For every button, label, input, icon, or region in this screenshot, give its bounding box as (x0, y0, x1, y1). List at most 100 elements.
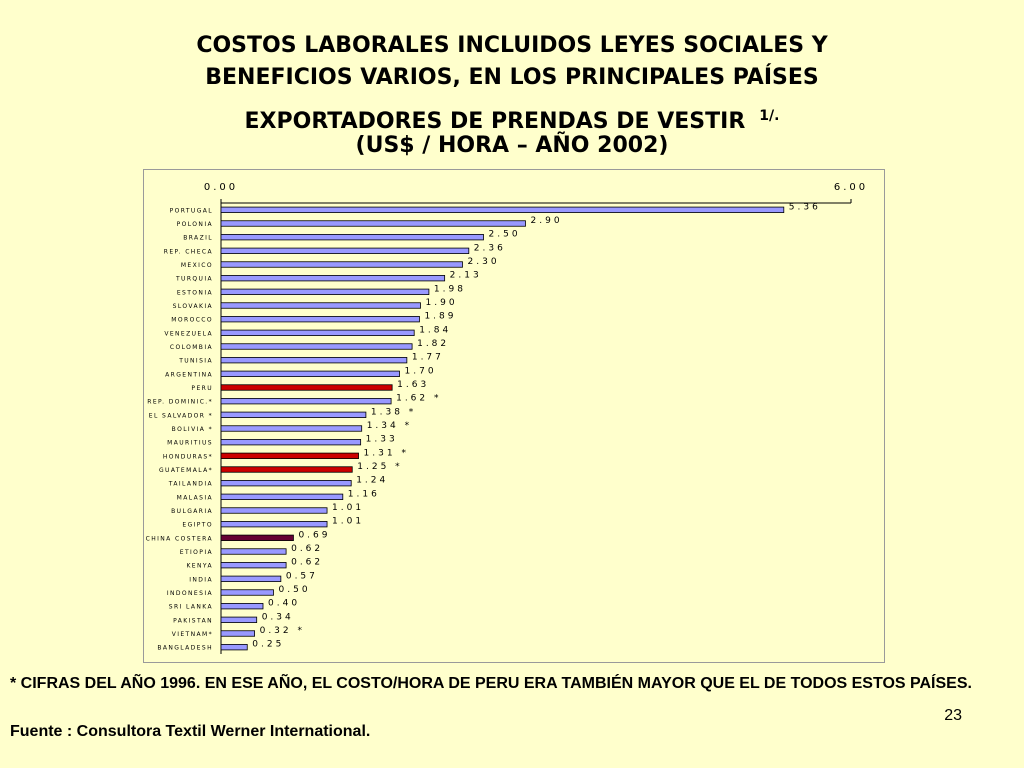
bar-peru (220, 384, 393, 391)
value-label: 0.34 (262, 612, 294, 622)
bar-bolivia (220, 425, 363, 432)
page-number: 23 (944, 707, 962, 724)
value-label: 0.50 (279, 585, 311, 595)
category-label: MALASIA (177, 494, 213, 501)
category-label: GUATEMALA* (159, 467, 213, 474)
bar-slovakia (220, 302, 421, 309)
value-label: 1.16 (348, 489, 380, 499)
category-label: KENYA (186, 563, 213, 570)
category-label: REP. DOMINIC.* (147, 399, 213, 406)
category-label: ESTONIA (177, 289, 213, 296)
bar-el-salvador (220, 411, 367, 418)
value-label: 1.89 (424, 312, 456, 322)
value-label: 5.36 (789, 202, 821, 212)
bar-bulgaria (220, 507, 328, 514)
bar-indonesia (220, 589, 274, 596)
category-label: VENEZUELA (164, 330, 213, 337)
value-label: 1.82 (417, 339, 449, 349)
category-label: CHINA COSTERA (146, 535, 213, 542)
value-label: 0.62 (291, 544, 323, 554)
bar-india (220, 575, 282, 582)
footnote-note: * CIFRAS DEL AÑO 1996. EN ESE AÑO, EL CO… (10, 675, 972, 692)
value-label: 2.13 (450, 271, 482, 281)
bar-vietnam (220, 630, 255, 637)
value-label: 1.63 (397, 380, 429, 390)
value-label: 1.25 * (357, 462, 402, 472)
category-label: PAKISTAN (173, 617, 213, 624)
bar-brazil (220, 234, 484, 241)
category-label: TUNISIA (178, 358, 213, 365)
category-label: INDONESIA (167, 590, 213, 597)
value-label: 2.50 (489, 230, 521, 240)
bar-rep-dominic (220, 398, 392, 405)
bar-china-costera (220, 534, 294, 541)
category-label: BULGARIA (171, 508, 213, 515)
bar-etiopia (220, 548, 287, 555)
value-label: 1.70 (405, 366, 437, 376)
category-label: EGIPTO (182, 522, 213, 529)
bar-polonia (220, 220, 526, 227)
bar-morocco (220, 316, 420, 323)
category-label: SLOVAKIA (173, 303, 213, 310)
category-label: VIETNAM* (172, 631, 213, 638)
title-line-3: EXPORTADORES DE PRENDAS DE VESTIR 1/. (0, 100, 1024, 138)
value-label: 0.57 (286, 571, 318, 581)
bar-guatemala (220, 466, 353, 473)
bar-chart-svg: 0.00 6.00 PORTUGAL 5.36 POLONIA 2.90 BRAZIL 2.5… (146, 182, 868, 654)
value-label: 1.01 (332, 517, 364, 527)
category-label: BANGLADESH (157, 645, 213, 652)
bar-kenya (220, 562, 287, 569)
category-label: BOLIVIA * (172, 426, 213, 433)
bar-tunisia (220, 357, 408, 364)
category-label: PERU (191, 385, 213, 392)
value-label: 1.62 * (396, 394, 441, 404)
value-label: 1.38 * (371, 407, 416, 417)
value-label: 0.62 (291, 558, 323, 568)
category-label: TURQUIA (175, 276, 213, 283)
category-label: INDIA (189, 576, 213, 583)
category-label: ETIOPIA (180, 549, 213, 556)
bar-egipto (220, 521, 328, 528)
x-tick-label: 0.00 (204, 182, 238, 193)
bar-pakistan (220, 616, 258, 623)
value-label: 2.36 (474, 243, 506, 253)
category-label: REP. CHECA (164, 248, 213, 255)
bar-tailandia (220, 480, 352, 487)
x-tick-label: 6.00 (834, 182, 868, 193)
value-label: 1.24 (356, 476, 388, 486)
title-line-3-text: EXPORTADORES DE PRENDAS DE VESTIR (244, 109, 746, 134)
value-label: 2.90 (531, 216, 563, 226)
bar-rep-checa (220, 247, 470, 254)
value-label: 1.77 (412, 353, 444, 363)
footnote-source: Fuente : Consultora Textil Werner Intern… (10, 723, 371, 740)
category-label: MAURITIUS (167, 440, 213, 447)
title-superscript: 1/. (759, 108, 780, 124)
value-label: 1.84 (419, 325, 451, 335)
category-label: ARGENTINA (165, 371, 213, 378)
category-label: SRI LANKA (169, 604, 213, 611)
bar-bangladesh (220, 644, 248, 651)
value-label: 0.32 * (260, 626, 305, 636)
value-label: 1.90 (426, 298, 458, 308)
bar-mauritius (220, 439, 362, 446)
bar-colombia (220, 343, 413, 350)
value-label: 1.98 (434, 284, 466, 294)
category-label: MOROCCO (171, 317, 213, 324)
value-label: 2.30 (468, 257, 500, 267)
category-label: EL SALVADOR * (149, 412, 213, 419)
category-label: HONDURAS* (163, 453, 213, 460)
bar-honduras (220, 452, 359, 459)
value-label: 0.40 (268, 599, 300, 609)
category-label: MEXICO (181, 262, 213, 269)
category-label: PORTUGAL (170, 207, 213, 214)
category-label: TAILANDIA (168, 481, 213, 488)
title-line-1: COSTOS LABORALES INCLUIDOS LEYES SOCIALE… (196, 33, 828, 58)
value-label: 1.31 * (364, 448, 409, 458)
title-line-4: (US$ / HORA – AÑO 2002) (355, 133, 669, 158)
bar-turquia (220, 275, 446, 282)
bar-argentina (220, 370, 400, 377)
value-label: 0.69 (298, 530, 330, 540)
bar-venezuela (220, 329, 415, 336)
value-label: 0.25 (252, 640, 284, 650)
bar-sri-lanka (220, 603, 264, 610)
